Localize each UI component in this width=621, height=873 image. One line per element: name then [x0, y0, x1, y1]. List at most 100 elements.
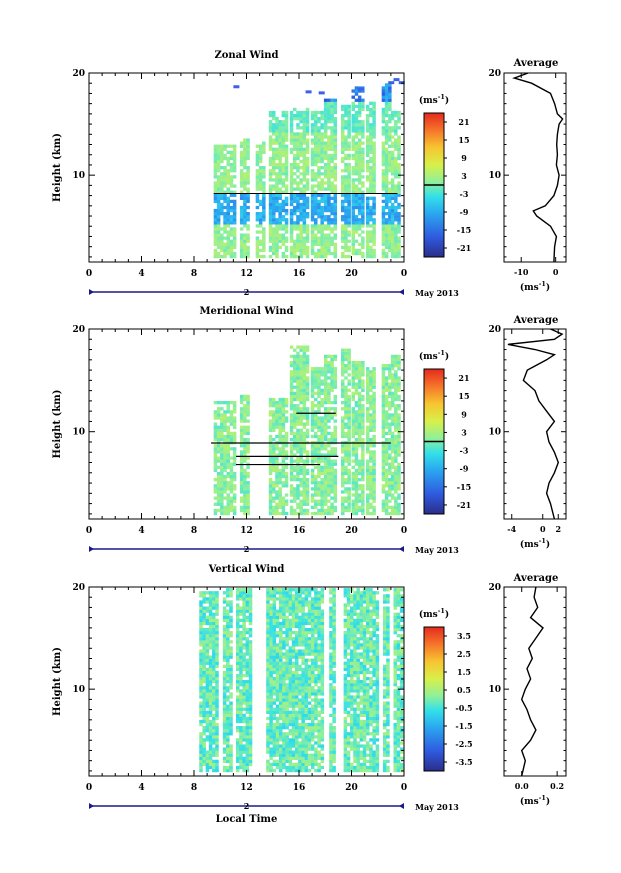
heatmap-cell — [299, 236, 303, 240]
heatmap-cell — [365, 373, 370, 377]
heatmap-cell — [232, 456, 237, 460]
average-unit: (ms-1) — [520, 537, 550, 550]
heatmap-cell — [365, 141, 370, 145]
heatmap-cell — [223, 413, 227, 417]
heatmap-cell — [327, 397, 331, 402]
heatmap-cell — [330, 453, 334, 457]
heatmap-cell — [258, 159, 263, 164]
heatmap-cell — [310, 459, 315, 463]
heatmap-cell — [369, 453, 373, 457]
heatmap-cell — [361, 364, 365, 368]
heatmap-cell — [248, 609, 253, 613]
heatmap-cell — [320, 468, 324, 473]
heatmap-cell — [323, 172, 328, 176]
heatmap-cell — [284, 147, 289, 151]
heatmap-cell — [390, 376, 395, 380]
heatmap-cell — [242, 606, 246, 610]
heatmap-cell — [258, 221, 263, 225]
heatmap-cell — [320, 437, 324, 442]
heatmap-cell — [245, 750, 250, 754]
heatmap-cell — [390, 404, 395, 408]
heatmap-cell — [202, 609, 206, 613]
heatmap-cell — [369, 184, 373, 188]
heatmap-cell — [281, 153, 286, 158]
heatmap-cell — [243, 205, 247, 210]
heatmap-cell — [208, 643, 213, 647]
heatmap-cell — [243, 416, 247, 420]
heatmap-cell — [347, 239, 351, 243]
heatmap-cell — [384, 205, 389, 210]
heatmap-cell — [351, 236, 355, 240]
heatmap-cell — [314, 196, 318, 200]
heatmap-cell — [281, 416, 286, 420]
heatmap-cell — [239, 208, 244, 213]
heatmap-cell — [354, 373, 359, 377]
heatmap-cell — [275, 456, 279, 460]
heatmap-cell — [320, 481, 324, 485]
heatmap-cell — [381, 376, 386, 380]
heatmap-cell — [212, 713, 216, 718]
heatmap-cell — [296, 196, 300, 200]
heatmap-cell — [388, 113, 392, 118]
heatmap-cell — [226, 588, 230, 592]
heatmap-cell — [266, 646, 270, 650]
heatmap-cell — [369, 444, 373, 448]
heatmap-cell — [226, 621, 230, 626]
heatmap-cell — [275, 135, 279, 139]
heatmap-cell — [220, 407, 224, 411]
heatmap-cell — [269, 643, 273, 647]
heatmap-cell — [305, 113, 310, 118]
heatmap-cell — [341, 208, 345, 213]
heatmap-cell — [314, 224, 318, 228]
heatmap-cell — [341, 468, 345, 473]
heatmap-cell — [384, 450, 389, 454]
heatmap-cell — [330, 126, 334, 130]
heatmap-cell — [246, 450, 250, 454]
heatmap-cell — [229, 193, 234, 197]
heatmap-cell — [388, 153, 392, 158]
heatmap-cell — [388, 478, 392, 482]
heatmap-cell — [262, 236, 266, 240]
heatmap-cell — [272, 670, 277, 675]
avg-y-tick-label: 20 — [488, 69, 501, 79]
heatmap-cell — [302, 132, 307, 136]
heatmap-cell — [243, 468, 247, 473]
heatmap-cell — [245, 710, 250, 714]
heatmap-cell — [330, 484, 334, 488]
heatmap-cell — [208, 710, 213, 714]
heatmap-cell — [388, 385, 392, 389]
heatmap-cell — [281, 199, 286, 204]
heatmap-cell — [347, 404, 351, 408]
heatmap-cell — [347, 113, 351, 118]
heatmap-cell — [347, 357, 351, 362]
heatmap-cell — [289, 110, 294, 115]
heatmap-cell — [388, 233, 392, 237]
heatmap-cell — [323, 196, 328, 200]
heatmap-cell — [327, 113, 331, 118]
heatmap-cell — [289, 120, 294, 124]
heatmap-cell — [296, 444, 300, 448]
heatmap-cell — [323, 478, 328, 482]
heatmap-cell — [381, 236, 386, 240]
heatmap-cell — [275, 400, 279, 405]
heatmap-cell — [327, 425, 331, 429]
heatmap-cell — [314, 110, 318, 115]
heatmap-cell — [302, 385, 307, 389]
heatmap-cell — [268, 218, 273, 222]
heatmap-cell — [243, 444, 247, 448]
heatmap-cell — [317, 251, 321, 256]
heatmap-cell — [310, 172, 315, 176]
heatmap-cell — [305, 227, 310, 231]
heatmap-cell — [388, 239, 392, 243]
heatmap-cell — [341, 348, 345, 352]
heatmap-cell — [299, 447, 303, 451]
heatmap-cell — [239, 673, 243, 678]
heatmap-cell — [266, 698, 270, 702]
heatmap-cell — [239, 471, 244, 476]
heatmap-cell — [372, 123, 376, 127]
heatmap-cell — [310, 450, 315, 454]
heatmap-cell — [388, 221, 392, 225]
heatmap-cell — [284, 116, 289, 121]
heatmap-cell — [281, 508, 286, 513]
